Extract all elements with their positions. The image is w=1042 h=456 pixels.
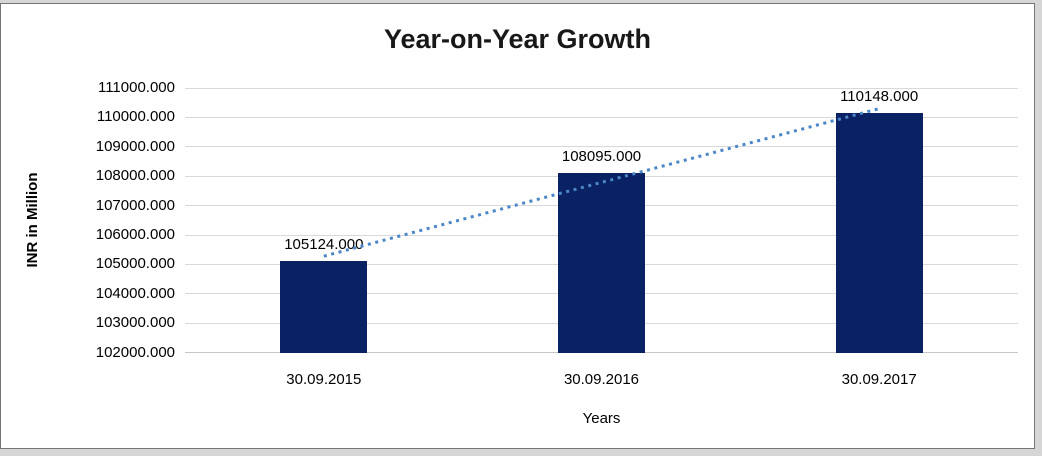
y-axis-tick-label: 107000.000 — [95, 196, 175, 214]
y-axis-tick-label: 102000.000 — [95, 343, 175, 361]
bar-data-label: 108095.000 — [561, 148, 642, 166]
chart-area[interactable]: Year-on-Year Growth INR in Million Years… — [0, 3, 1035, 449]
bar-data-label: 105124.000 — [284, 235, 364, 253]
chart-title: Year-on-Year Growth — [383, 24, 652, 54]
y-axis-tick-label: 105000.000 — [95, 255, 175, 273]
x-axis-category-label: 30.09.2016 — [563, 371, 640, 388]
bar-30.09.2015[interactable] — [280, 260, 368, 353]
y-axis-tick-label: 103000.000 — [95, 314, 175, 332]
bar-data-label: 110148.000 — [840, 88, 919, 106]
bar-30.09.2016[interactable] — [558, 173, 645, 353]
y-axis-tick-label: 108000.000 — [95, 167, 175, 185]
gridline — [185, 87, 1018, 89]
y-axis-tick-label: 110000.000 — [96, 108, 175, 126]
x-axis-category-label: 30.09.2017 — [841, 371, 917, 388]
gridline — [185, 352, 1018, 354]
bar-30.09.2017[interactable] — [835, 113, 923, 353]
x-axis-title: Years — [582, 410, 621, 427]
y-axis-tick-label: 104000.000 — [95, 284, 175, 302]
y-axis-tick-label: 111000.000 — [97, 79, 175, 96]
y-axis-tick-label: 109000.000 — [95, 137, 175, 155]
x-axis-category-label: 30.09.2015 — [286, 371, 362, 388]
y-axis-tick-label: 106000.000 — [95, 226, 175, 243]
